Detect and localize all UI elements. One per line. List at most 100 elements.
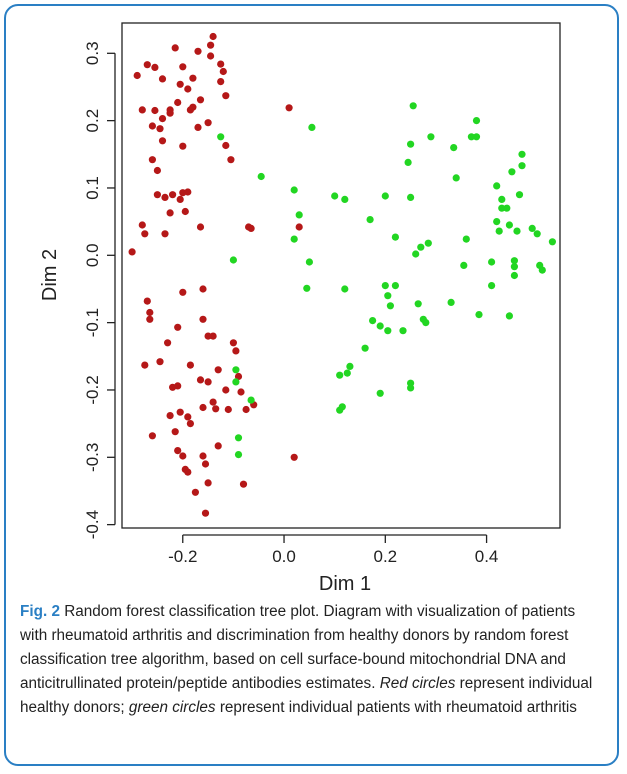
green-point: [366, 216, 374, 224]
red-point: [189, 103, 197, 111]
red-point: [209, 398, 217, 406]
green-point: [407, 140, 415, 148]
green-point: [460, 261, 468, 269]
green-point: [384, 292, 392, 300]
red-point: [222, 386, 230, 394]
y-tick-label: 0.1: [83, 176, 102, 200]
caption-red-circles: Red circles: [379, 675, 456, 692]
green-point: [510, 271, 518, 280]
red-point: [237, 388, 245, 396]
green-point: [229, 256, 237, 264]
red-point: [217, 60, 225, 68]
green-point: [412, 250, 420, 258]
red-point: [171, 428, 179, 436]
red-point: [184, 413, 192, 421]
red-point: [174, 98, 182, 107]
green-point: [424, 239, 432, 247]
red-point: [133, 71, 141, 80]
red-point: [222, 92, 230, 100]
red-point: [166, 109, 174, 117]
green-point: [341, 285, 349, 293]
figure-frame: [4, 4, 619, 766]
green-point: [386, 302, 394, 310]
green-point: [391, 233, 399, 241]
red-point: [199, 403, 207, 412]
y-tick-label: -0.3: [83, 443, 102, 472]
red-point: [138, 106, 146, 114]
red-point: [229, 339, 237, 347]
red-point: [234, 372, 243, 381]
green-point: [493, 218, 501, 226]
red-point: [128, 248, 136, 256]
green-point: [399, 327, 407, 335]
red-point: [176, 195, 184, 203]
green-point: [407, 193, 415, 201]
green-point: [404, 158, 412, 166]
green-point: [450, 144, 458, 152]
red-point: [201, 460, 210, 468]
green-point: [343, 369, 351, 377]
red-point: [186, 420, 194, 428]
green-point: [472, 117, 481, 125]
red-point: [191, 488, 199, 496]
red-point: [143, 297, 151, 305]
green-point: [407, 384, 415, 392]
y-tick-label: -0.1: [83, 308, 102, 337]
red-point: [227, 156, 235, 164]
red-point: [184, 468, 192, 476]
red-point: [199, 285, 207, 293]
red-point: [174, 447, 182, 455]
plot-area-border: [121, 22, 561, 529]
red-point: [207, 52, 215, 60]
green-point: [376, 389, 384, 397]
red-point: [179, 452, 187, 460]
red-point: [158, 137, 167, 145]
red-point: [196, 96, 205, 104]
red-point: [146, 308, 154, 317]
red-point: [199, 315, 207, 323]
green-point: [475, 311, 483, 319]
green-point: [503, 204, 511, 212]
red-point: [209, 32, 217, 41]
y-tick-label: 0.0: [83, 243, 102, 267]
red-point: [204, 119, 212, 127]
red-point: [158, 115, 167, 123]
green-point: [391, 282, 399, 290]
red-point: [176, 80, 184, 88]
red-point: [194, 47, 202, 55]
green-point: [472, 133, 481, 141]
y-tick-label: -0.2: [83, 375, 102, 404]
red-point: [189, 74, 197, 82]
green-point: [295, 211, 303, 219]
red-point: [148, 432, 156, 440]
x-axis: -0.2 0.0 0.2 0.4: [168, 534, 498, 566]
green-point: [217, 133, 225, 141]
green-point: [338, 403, 346, 411]
red-point: [209, 332, 217, 340]
red-point: [201, 509, 210, 517]
red-point: [224, 405, 232, 414]
green-point: [452, 174, 460, 182]
green-point: [331, 192, 339, 200]
red-point: [217, 78, 225, 86]
red-point: [164, 339, 172, 347]
red-point: [171, 44, 179, 52]
green-point: [414, 300, 422, 308]
green-point: [290, 235, 298, 243]
green-point: [548, 238, 557, 246]
green-point: [381, 192, 389, 200]
green-point: [422, 319, 430, 327]
green-point: [498, 204, 506, 212]
x-tick-label: -0.2: [168, 547, 197, 566]
red-point: [161, 193, 169, 201]
red-point: [148, 156, 156, 164]
red-point: [153, 191, 161, 199]
green-point: [528, 224, 536, 232]
red-point: [239, 480, 248, 488]
y-axis-label: Dim 2: [39, 249, 61, 301]
y-axis: -0.4 -0.3 -0.2 -0.1 0.0 0.1 0.2 0.3: [83, 41, 116, 539]
green-point: [305, 258, 313, 266]
green-point: [505, 221, 513, 229]
caption-text-3: represent individual patients with rheum…: [215, 699, 577, 716]
red-point: [214, 366, 222, 374]
